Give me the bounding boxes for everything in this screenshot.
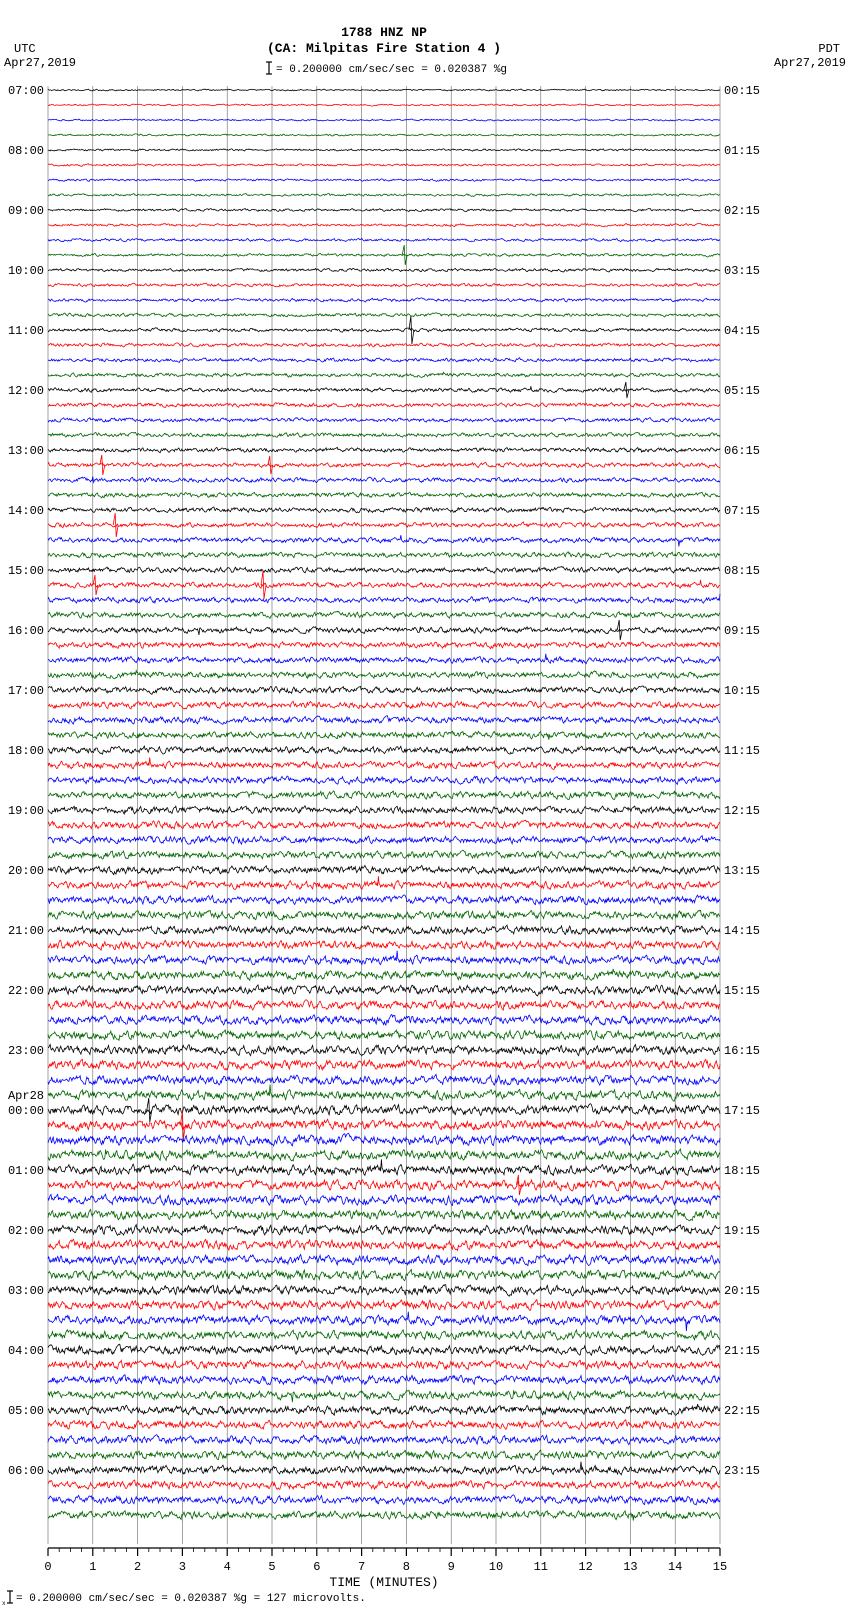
right-time-label: 04:15 [724,324,760,338]
left-time-label: Apr28 [8,1089,44,1103]
right-time-label: 23:15 [724,1464,760,1478]
right-time-label: 10:15 [724,684,760,698]
right-time-label: 18:15 [724,1164,760,1178]
right-tz: PDT [818,42,840,56]
right-time-label: 15:15 [724,984,760,998]
left-time-label: 18:00 [8,744,44,758]
right-time-label: 20:15 [724,1284,760,1298]
left-time-label: 17:00 [8,684,44,698]
x-tick-label: 6 [313,1560,320,1574]
title-line2: (CA: Milpitas Fire Station 4 ) [267,41,501,56]
left-time-label: 12:00 [8,384,44,398]
x-tick-label: 5 [268,1560,275,1574]
footer-scale-text: = 0.200000 cm/sec/sec = 0.020387 %g = 12… [16,1593,366,1605]
title-line1: 1788 HNZ NP [341,25,427,40]
x-tick-label: 13 [623,1560,637,1574]
x-axis-label: TIME (MINUTES) [329,1575,438,1590]
left-time-label: 15:00 [8,564,44,578]
right-time-label: 12:15 [724,804,760,818]
right-time-label: 06:15 [724,444,760,458]
left-time-label: 22:00 [8,984,44,998]
right-time-label: 03:15 [724,264,760,278]
right-time-label: 01:15 [724,144,760,158]
x-tick-label: 8 [403,1560,410,1574]
right-date: Apr27,2019 [774,56,846,70]
x-tick-label: 15 [713,1560,727,1574]
x-tick-label: 7 [358,1560,365,1574]
x-tick-label: 2 [134,1560,141,1574]
x-tick-label: 10 [489,1560,503,1574]
seismogram-chart: 1788 HNZ NP(CA: Milpitas Fire Station 4 … [0,0,850,1613]
left-time-label: 08:00 [8,144,44,158]
left-time-label: 23:00 [8,1044,44,1058]
x-tick-label: 1 [89,1560,96,1574]
right-time-label: 00:15 [724,84,760,98]
left-time-label: 14:00 [8,504,44,518]
right-time-label: 17:15 [724,1104,760,1118]
right-time-label: 22:15 [724,1404,760,1418]
left-time-label: 01:00 [8,1164,44,1178]
left-time-label: 13:00 [8,444,44,458]
left-time-label: 20:00 [8,864,44,878]
right-time-label: 07:15 [724,504,760,518]
x-tick-label: 9 [448,1560,455,1574]
x-tick-label: 3 [179,1560,186,1574]
left-time-label: 03:00 [8,1284,44,1298]
left-time-label: 09:00 [8,204,44,218]
left-time-label: 05:00 [8,1404,44,1418]
right-time-label: 13:15 [724,864,760,878]
x-tick-label: 12 [578,1560,592,1574]
left-time-label: 21:00 [8,924,44,938]
right-time-label: 16:15 [724,1044,760,1058]
left-time-label: 19:00 [8,804,44,818]
left-time-label: 06:00 [8,1464,44,1478]
left-time-label: 11:00 [8,324,44,338]
x-tick-label: 11 [534,1560,548,1574]
right-time-label: 08:15 [724,564,760,578]
x-tick-label: 4 [224,1560,231,1574]
left-time-label: 00:00 [8,1104,44,1118]
right-time-label: 09:15 [724,624,760,638]
scale-text: = 0.200000 cm/sec/sec = 0.020387 %g [276,64,507,76]
left-time-label: 02:00 [8,1224,44,1238]
left-time-label: 07:00 [8,84,44,98]
right-time-label: 05:15 [724,384,760,398]
x-tick-label: 0 [44,1560,51,1574]
x-tick-label: 14 [668,1560,682,1574]
left-date: Apr27,2019 [4,56,76,70]
svg-text:x: x [2,1600,6,1607]
right-time-label: 14:15 [724,924,760,938]
right-time-label: 11:15 [724,744,760,758]
right-time-label: 02:15 [724,204,760,218]
right-time-label: 21:15 [724,1344,760,1358]
chart-bg [0,0,850,1613]
left-time-label: 16:00 [8,624,44,638]
left-time-label: 04:00 [8,1344,44,1358]
right-time-label: 19:15 [724,1224,760,1238]
left-tz: UTC [14,42,36,56]
left-time-label: 10:00 [8,264,44,278]
